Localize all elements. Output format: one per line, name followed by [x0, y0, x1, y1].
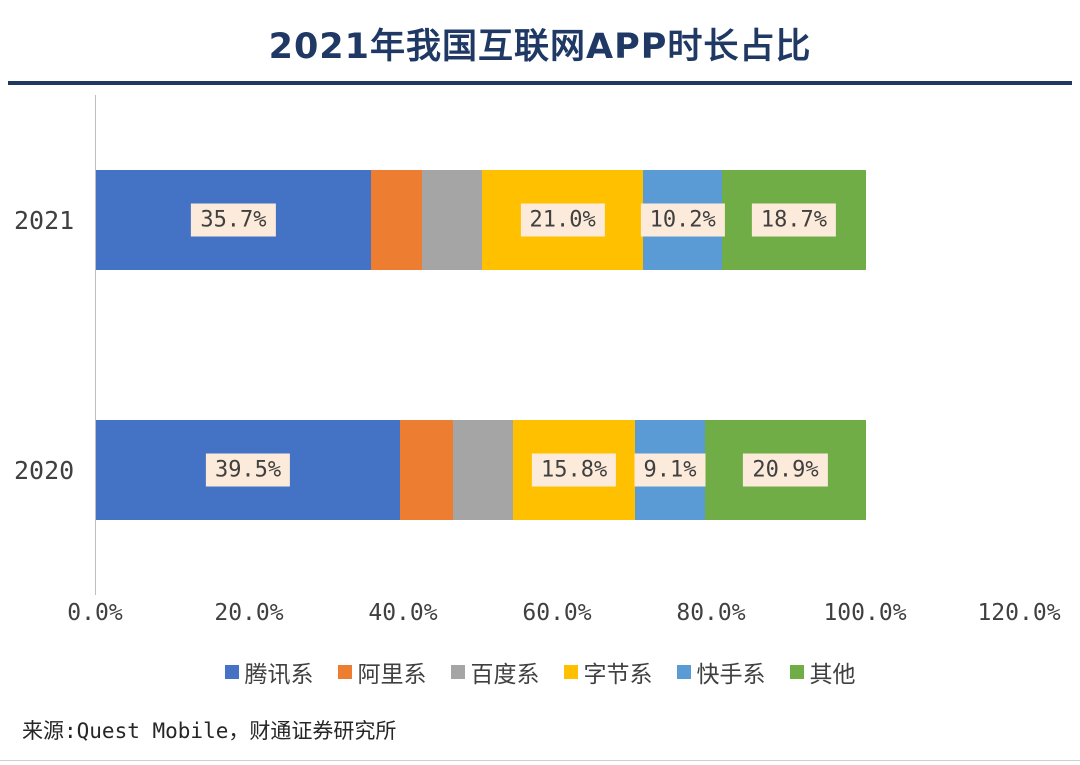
- bar-segment-快手系: 9.1%: [634, 420, 706, 520]
- legend-label: 百度系: [470, 662, 540, 688]
- bars-container: 35.7% 21.0% 10.2% 18.7% 39.5% 15.8% 9.1% 20.9%: [96, 95, 1020, 595]
- legend: 腾讯系 阿里系 百度系 字节系 快手系 其他: [0, 655, 1080, 689]
- legend-label: 阿里系: [357, 662, 427, 688]
- bar-segment-腾讯系: 35.7%: [96, 170, 371, 270]
- category-label: 2021: [14, 205, 75, 235]
- legend-label: 腾讯系: [244, 662, 314, 688]
- data-label: 20.9%: [743, 453, 828, 487]
- bar-segment-腾讯系: 39.5%: [96, 420, 401, 520]
- data-label: 39.5%: [205, 453, 291, 487]
- legend-swatch-icon: [337, 665, 352, 679]
- bar-segment-其他: 18.7%: [721, 170, 866, 270]
- data-label: 21.0%: [520, 203, 605, 237]
- source-note: 来源:Quest Mobile，财通证券研究所: [22, 719, 397, 743]
- legend-label: 其他: [809, 662, 856, 688]
- stacked-bar-2020: 39.5% 15.8% 9.1% 20.9%: [96, 420, 866, 520]
- bottom-divider: [0, 760, 1080, 761]
- bar-segment-字节系: 15.8%: [513, 420, 635, 520]
- bar-row-2020: 39.5% 15.8% 9.1% 20.9%: [96, 345, 1020, 595]
- legend-swatch-icon: [563, 665, 578, 679]
- bar-segment-其他: 20.9%: [705, 420, 866, 520]
- legend-item-字节系: 字节系: [563, 655, 653, 689]
- legend-label: 快手系: [696, 662, 766, 688]
- data-label: 10.2%: [640, 203, 725, 237]
- bar-segment-百度系: [453, 420, 514, 520]
- legend-swatch-icon: [676, 665, 691, 679]
- stacked-bar-2021: 35.7% 21.0% 10.2% 18.7%: [96, 170, 866, 270]
- data-label: 15.8%: [532, 453, 617, 487]
- legend-item-百度系: 百度系: [450, 655, 540, 689]
- legend-swatch-icon: [224, 665, 239, 679]
- legend-item-快手系: 快手系: [676, 655, 766, 689]
- x-tick-label: 40.0%: [368, 600, 438, 626]
- legend-swatch-icon: [450, 665, 465, 679]
- x-axis-ticks: 0.0% 20.0% 40.0% 60.0% 80.0% 100.0% 120.0%: [67, 600, 1060, 630]
- title-underline: [8, 81, 1072, 85]
- x-tick-label: 80.0%: [676, 600, 746, 626]
- bar-segment-字节系: 21.0%: [481, 170, 644, 270]
- y-axis-line: [95, 95, 96, 595]
- chart-title: 2021年我国互联网APP时长占比: [268, 27, 812, 67]
- bar-segment-阿里系: [400, 420, 454, 520]
- x-tick-label: 0.0%: [67, 600, 123, 626]
- bar-segment-快手系: 10.2%: [640, 170, 725, 270]
- category-axis: 2021 2020: [0, 95, 95, 595]
- x-tick-label: 100.0%: [823, 600, 907, 626]
- x-tick-label: 20.0%: [214, 600, 284, 626]
- legend-item-其他: 其他: [789, 655, 856, 689]
- x-tick-label: 60.0%: [522, 600, 592, 626]
- legend-item-腾讯系: 腾讯系: [224, 655, 314, 689]
- x-tick-label: 120.0%: [977, 600, 1061, 626]
- bar-row-2021: 35.7% 21.0% 10.2% 18.7%: [96, 95, 1020, 345]
- bar-segment-百度系: [421, 170, 482, 270]
- category-label: 2020: [14, 455, 75, 485]
- legend-label: 字节系: [583, 662, 653, 688]
- data-label: 18.7%: [751, 203, 837, 237]
- bar-segment-阿里系: [370, 170, 422, 270]
- legend-item-阿里系: 阿里系: [337, 655, 427, 689]
- data-label: 9.1%: [634, 453, 706, 487]
- data-label: 35.7%: [191, 203, 276, 237]
- legend-swatch-icon: [789, 665, 804, 679]
